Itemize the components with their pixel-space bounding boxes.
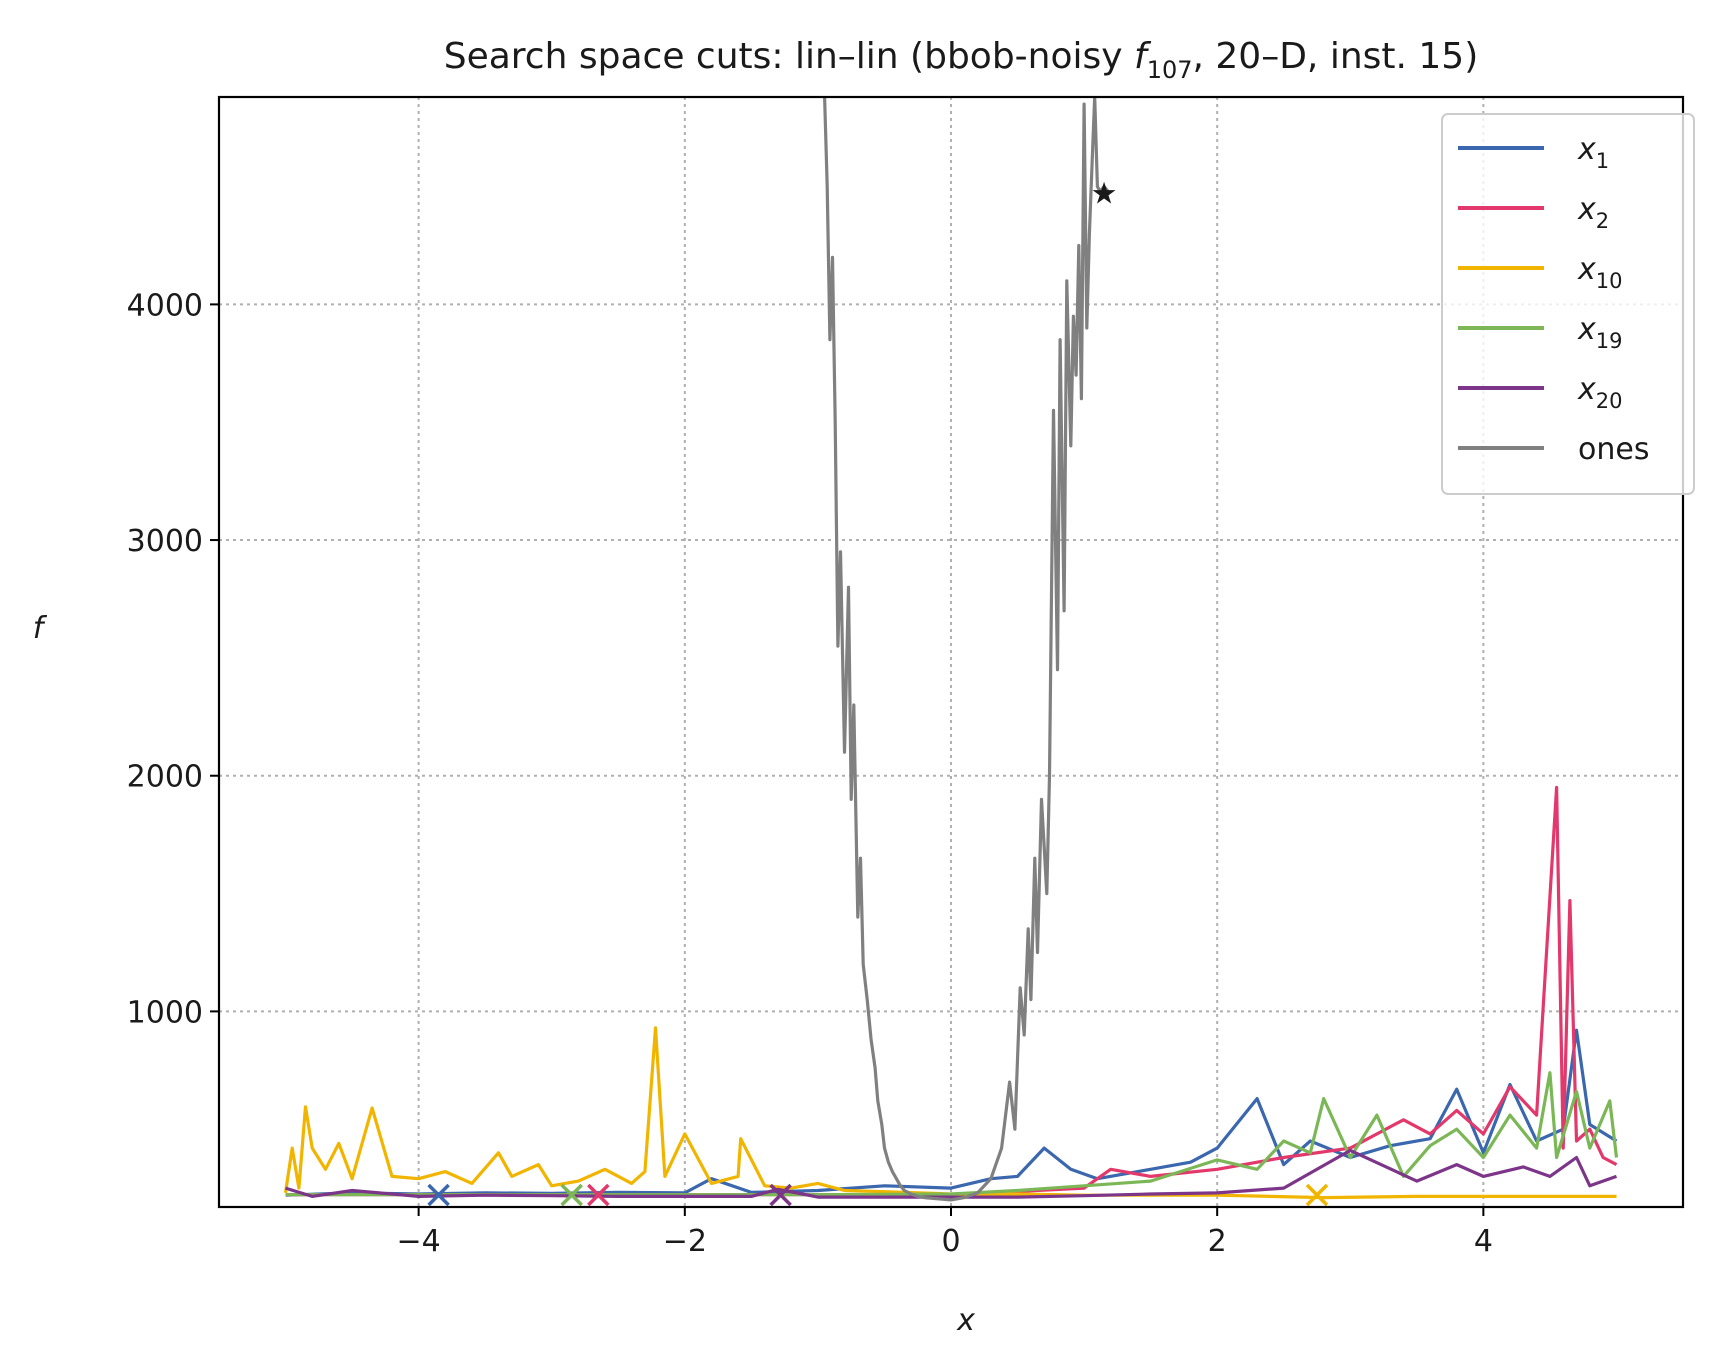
marker-x-x19 — [560, 1183, 583, 1207]
x-axis: −4 −2 0 2 4 — [397, 1207, 1493, 1259]
x-axis-label: x — [956, 1303, 975, 1338]
legend-label: x1 — [1577, 132, 1609, 173]
legend-item-x20: x20 — [1458, 372, 1623, 413]
series-layer — [283, 97, 1619, 1202]
series-line-x19 — [285, 1071, 1619, 1197]
marker-x-x10 — [1305, 1183, 1329, 1207]
legend-label: x20 — [1577, 372, 1623, 413]
y-axis-label: f — [33, 611, 48, 646]
legend-label: ones — [1578, 432, 1649, 467]
x-tick-label: 0 — [941, 1224, 960, 1259]
legend: x1 x2 x10 x19 x20 ones — [1441, 113, 1695, 495]
x-tick-label: −2 — [663, 1224, 707, 1259]
y-tick-label: 3000 — [127, 524, 203, 559]
y-axis: 1000 2000 3000 4000 — [127, 288, 219, 1030]
marker-star-ones: ★ — [1091, 176, 1118, 211]
series-line-ones — [823, 97, 1110, 1202]
y-tick-label: 4000 — [127, 288, 203, 323]
legend-label: x2 — [1577, 192, 1609, 233]
series-line-x20 — [285, 1148, 1618, 1199]
x-tick-label: 2 — [1208, 1224, 1227, 1259]
legend-item-ones: ones — [1458, 432, 1649, 467]
series-line-x10 — [283, 1026, 1617, 1200]
marker-x-x1 — [427, 1183, 450, 1207]
legend-label: x10 — [1577, 252, 1623, 293]
marker-x-x20 — [769, 1183, 792, 1207]
chart-title: Search space cuts: lin–lin (bbob-noisy f… — [444, 36, 1479, 84]
series-line-x1 — [285, 1028, 1618, 1197]
marker-x-x2 — [587, 1183, 610, 1207]
y-tick-label: 1000 — [127, 995, 203, 1030]
legend-label: x19 — [1577, 312, 1623, 353]
legend-item-x1: x1 — [1458, 132, 1609, 173]
y-tick-label: 2000 — [127, 760, 203, 795]
marker-layer: ★ — [427, 176, 1329, 1207]
legend-item-x10: x10 — [1458, 252, 1623, 293]
x-tick-label: 4 — [1474, 1224, 1493, 1259]
x-tick-label: −4 — [397, 1224, 441, 1259]
legend-box — [1441, 113, 1695, 495]
legend-item-x2: x2 — [1458, 192, 1609, 233]
legend-item-x19: x19 — [1458, 312, 1623, 353]
